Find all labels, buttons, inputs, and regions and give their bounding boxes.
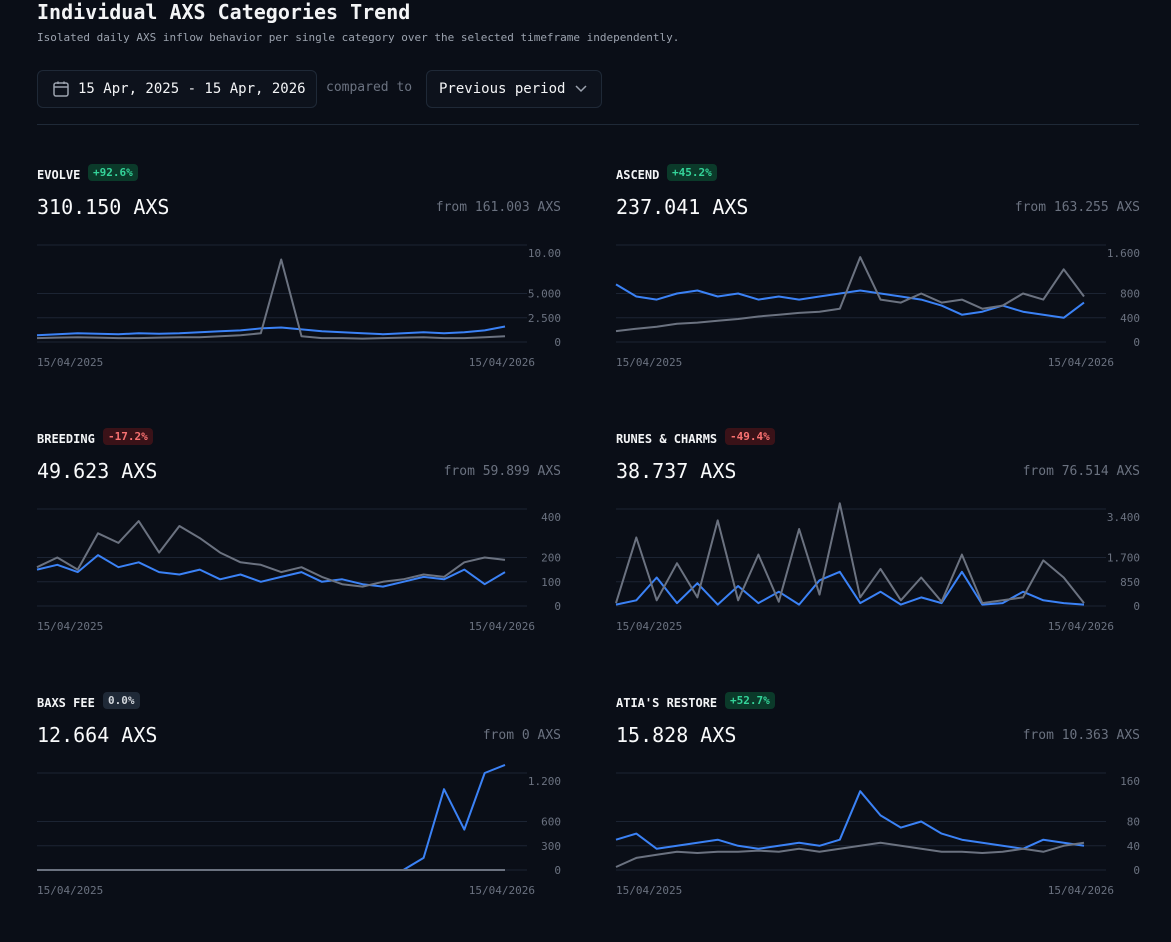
panel-title: ATIA'S RESTORE bbox=[616, 696, 718, 710]
total-value: 49.623 AXS bbox=[37, 459, 158, 483]
comparison-dropdown[interactable]: Previous period bbox=[426, 70, 602, 108]
y-tick-label: 1.700 bbox=[1107, 552, 1140, 565]
chart-panel: BREEDING -17.2% 49.623 AXS from 59.899 AXS 0… bbox=[36, 428, 561, 678]
y-tick-label: 0 bbox=[554, 336, 561, 349]
line-chart: 0 100 200 400 15/04/2025 15/04/2026 bbox=[36, 508, 561, 633]
line-chart: 0 400 800 1.600 15/04/2025 15/04/2026 bbox=[615, 244, 1140, 369]
y-tick-label: 0 bbox=[554, 864, 561, 877]
chart-panel: ATIA'S RESTORE +52.7% 15.828 AXS from 10.36… bbox=[615, 692, 1140, 942]
panel-title: RUNES & CHARMS bbox=[616, 432, 718, 446]
series-line bbox=[36, 554, 506, 588]
previous-value: from 59.899 AXS bbox=[443, 464, 561, 479]
previous-value: from 161.003 AXS bbox=[435, 200, 561, 215]
total-value: 15.828 AXS bbox=[616, 723, 737, 747]
x-tick-label: 15/04/2026 bbox=[1048, 884, 1114, 897]
line-chart: 0 40 80 160 15/04/2025 15/04/2026 bbox=[615, 772, 1140, 897]
series-line bbox=[615, 256, 1085, 333]
panel-title: BAXS FEE bbox=[37, 696, 95, 710]
y-tick-label: 3.400 bbox=[1107, 511, 1140, 524]
divider bbox=[37, 124, 1139, 125]
previous-value: from 10.363 AXS bbox=[1022, 728, 1140, 743]
previous-value: from 76.514 AXS bbox=[1022, 464, 1140, 479]
series-line bbox=[615, 283, 1085, 319]
page-title: Individual AXS Categories Trend bbox=[37, 0, 411, 24]
x-tick-label: 15/04/2025 bbox=[37, 356, 103, 369]
date-range-picker[interactable]: 15 Apr, 2025 - 15 Apr, 2026 bbox=[37, 70, 317, 108]
page-subtitle: Isolated daily AXS inflow behavior per s… bbox=[37, 31, 680, 44]
change-badge: 0.0% bbox=[103, 692, 140, 709]
panel-title: ASCEND bbox=[616, 168, 660, 182]
date-range: 15 Apr, 2025 - 15 Apr, 2026 bbox=[78, 81, 306, 97]
x-tick-label: 15/04/2025 bbox=[616, 356, 682, 369]
series-line bbox=[615, 841, 1085, 868]
y-tick-label: 1.200 bbox=[528, 775, 561, 788]
y-tick-label: 0 bbox=[1133, 864, 1140, 877]
series-line bbox=[615, 570, 1085, 606]
page: {"header":{"title":"Individual AXS Categ… bbox=[36, 0, 1140, 897]
x-tick-label: 15/04/2026 bbox=[1048, 356, 1114, 369]
y-tick-label: 10.00 bbox=[528, 247, 561, 260]
previous-value: from 0 AXS bbox=[482, 728, 561, 743]
x-tick-label: 15/04/2026 bbox=[469, 620, 535, 633]
compared-to: compared to bbox=[326, 80, 413, 95]
series-line bbox=[36, 325, 506, 337]
chart-panel: BAXS FEE 0.0% 12.664 AXS from 0 AXS 0 300 600 1… bbox=[37, 692, 561, 942]
y-tick-label: 400 bbox=[1120, 312, 1140, 325]
change-badge: -17.2% bbox=[103, 428, 153, 445]
y-tick-label: 0 bbox=[1133, 600, 1140, 613]
series-line bbox=[615, 790, 1085, 850]
chart-panel: EVOLVE +92.6% 310.150 AXS from 161.003 AXS 0… bbox=[36, 164, 561, 414]
comparison: Previous period bbox=[439, 81, 566, 97]
y-tick-label: 80 bbox=[1127, 816, 1140, 829]
series-line bbox=[37, 763, 506, 871]
y-tick-label: 400 bbox=[541, 511, 561, 524]
y-tick-label: 160 bbox=[1120, 775, 1140, 788]
line-chart: 0 2.500 5.000 10.00 15/04/2025 15/04/2026 bbox=[36, 244, 561, 369]
previous-value: from 163.255 AXS bbox=[1014, 200, 1140, 215]
total-value: 310.150 AXS bbox=[37, 195, 170, 219]
y-tick-label: 800 bbox=[1120, 288, 1140, 301]
chart-panel: ASCEND +45.2% 237.041 AXS from 163.255 AXS 0… bbox=[615, 164, 1140, 414]
chevron-icon bbox=[575, 85, 587, 93]
change-badge: +52.7% bbox=[725, 692, 775, 709]
panel-title: BREEDING bbox=[37, 432, 95, 446]
change-badge: +92.6% bbox=[88, 164, 138, 181]
y-tick-label: 1.600 bbox=[1107, 247, 1140, 260]
y-tick-label: 0 bbox=[554, 600, 561, 613]
x-tick-label: 15/04/2026 bbox=[469, 356, 535, 369]
total-value: 237.041 AXS bbox=[616, 195, 749, 219]
x-tick-label: 15/04/2025 bbox=[37, 620, 103, 633]
line-chart: 0 300 600 1.200 15/04/2025 15/04/2026 bbox=[37, 763, 561, 897]
y-tick-label: 5.000 bbox=[528, 288, 561, 301]
x-tick-label: 15/04/2026 bbox=[469, 884, 535, 897]
line-chart: 0 850 1.700 3.400 15/04/2025 15/04/2026 bbox=[615, 502, 1140, 633]
series-line bbox=[36, 258, 506, 340]
x-tick-label: 15/04/2026 bbox=[1048, 620, 1114, 633]
x-tick-label: 15/04/2025 bbox=[616, 620, 682, 633]
y-tick-label: 100 bbox=[541, 576, 561, 589]
y-tick-label: 2.500 bbox=[528, 312, 561, 325]
x-tick-label: 15/04/2025 bbox=[37, 884, 103, 897]
y-tick-label: 200 bbox=[541, 552, 561, 565]
series-line bbox=[36, 520, 506, 588]
total-value: 12.664 AXS bbox=[37, 723, 158, 747]
y-tick-label: 600 bbox=[541, 816, 561, 829]
y-tick-label: 850 bbox=[1120, 576, 1140, 589]
calendar-icon bbox=[53, 81, 69, 97]
change-badge: -49.4% bbox=[725, 428, 775, 445]
x-tick-label: 15/04/2025 bbox=[616, 884, 682, 897]
chart-panel: RUNES & CHARMS -49.4% 38.737 AXS from 76.51… bbox=[615, 428, 1140, 678]
y-tick-label: 40 bbox=[1127, 840, 1140, 853]
series-line bbox=[615, 502, 1085, 605]
y-tick-label: 0 bbox=[1133, 336, 1140, 349]
y-tick-label: 300 bbox=[541, 840, 561, 853]
change-badge: +45.2% bbox=[667, 164, 717, 181]
panel-title: EVOLVE bbox=[37, 168, 81, 182]
total-value: 38.737 AXS bbox=[616, 459, 737, 483]
